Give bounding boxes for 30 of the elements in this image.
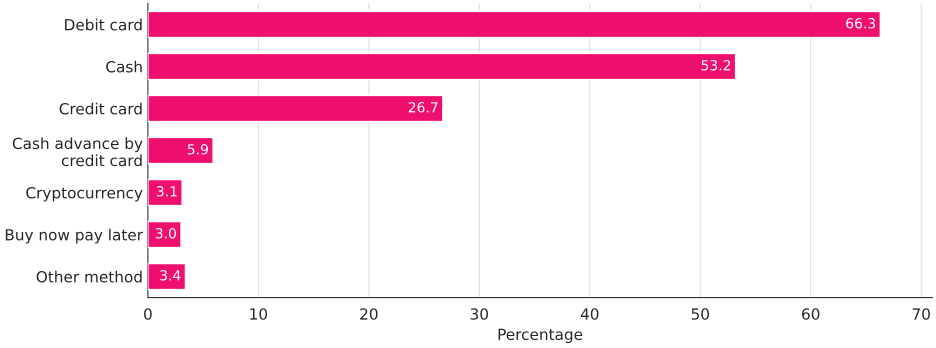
bar xyxy=(148,136,214,164)
bar xyxy=(148,94,444,122)
bar xyxy=(148,52,736,80)
x-tick-label: 40 xyxy=(580,308,598,320)
x-tick-label: 70 xyxy=(912,308,930,320)
bar xyxy=(148,10,882,38)
data-label: 26.7 xyxy=(408,102,438,113)
y-tick-label: Debit card xyxy=(65,18,142,31)
y-tick-label: Buy now pay later xyxy=(6,228,144,244)
x-tick-label: 50 xyxy=(692,308,709,320)
y-tick-label: Cash advance by credit card xyxy=(12,137,143,166)
data-label: 5.9 xyxy=(188,144,208,155)
y-tick-label: Cash xyxy=(106,60,142,73)
x-tick-label: 20 xyxy=(360,308,378,320)
x-tick-label: 30 xyxy=(470,308,488,320)
y-tick-label: Credit card xyxy=(60,102,142,115)
bar xyxy=(148,178,183,206)
data-label: 66.3 xyxy=(846,18,876,29)
data-label: 3.4 xyxy=(160,270,181,281)
x-tick-label: 0 xyxy=(144,308,152,320)
y-tick-label: Cryptocurrency xyxy=(26,186,143,202)
bar xyxy=(148,262,186,290)
data-label: 3.0 xyxy=(156,228,176,239)
x-axis-title: Percentage xyxy=(498,328,582,344)
x-tick-label: 60 xyxy=(802,308,820,320)
bar xyxy=(148,220,182,248)
x-tick-label: 10 xyxy=(250,308,268,320)
data-label: 3.1 xyxy=(156,186,177,197)
data-label: 53.2 xyxy=(702,60,730,71)
y-tick-label: Other method xyxy=(36,270,142,283)
